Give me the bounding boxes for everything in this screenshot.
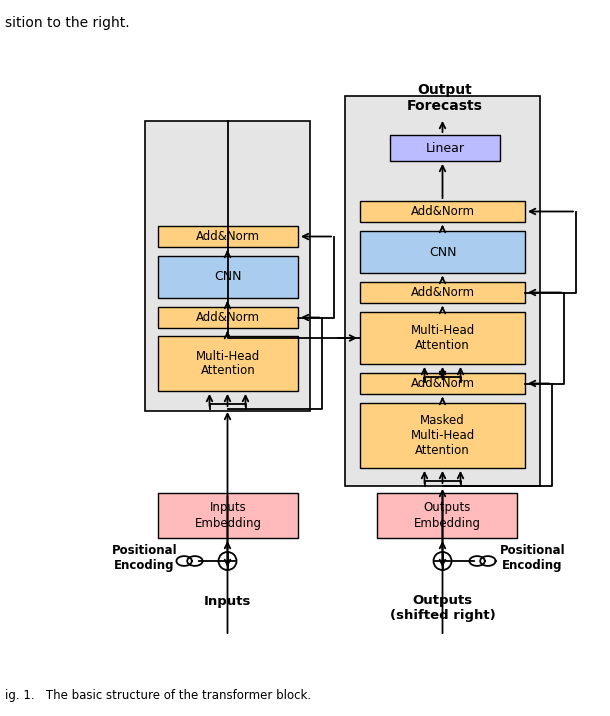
Text: CNN: CNN [214, 271, 242, 284]
Bar [158, 307, 298, 328]
Bar [345, 96, 540, 486]
Text: Add&Norm: Add&Norm [411, 205, 475, 218]
Bar [145, 121, 310, 411]
Bar [158, 493, 298, 538]
Text: Add&Norm: Add&Norm [411, 377, 475, 390]
Bar [158, 256, 298, 298]
Text: Positional
Encoding: Positional Encoding [500, 544, 565, 572]
Bar [360, 373, 525, 394]
Bar [158, 226, 298, 247]
Bar [360, 231, 525, 273]
Text: Output
Forecasts: Output Forecasts [407, 83, 483, 113]
Text: Positional
Encoding: Positional Encoding [112, 544, 178, 572]
Bar [158, 336, 298, 391]
Text: CNN: CNN [429, 246, 456, 258]
Text: Add&Norm: Add&Norm [196, 230, 260, 243]
Text: ig. 1.   The basic structure of the transformer block.: ig. 1. The basic structure of the transf… [5, 689, 311, 702]
Text: Outputs
(shifted right): Outputs (shifted right) [390, 594, 495, 622]
Text: Multi-Head
Attention: Multi-Head Attention [196, 349, 260, 377]
Text: Add&Norm: Add&Norm [411, 286, 475, 299]
Bar [360, 403, 525, 468]
Bar [360, 201, 525, 222]
Bar [377, 493, 517, 538]
Text: Add&Norm: Add&Norm [196, 311, 260, 324]
Text: Multi-Head
Attention: Multi-Head Attention [411, 324, 475, 352]
Text: Outputs
Embedding: Outputs Embedding [414, 501, 481, 530]
Circle shape [218, 552, 237, 570]
Bar [360, 282, 525, 303]
Text: Linear: Linear [426, 142, 464, 155]
Bar [360, 312, 525, 364]
Circle shape [434, 552, 451, 570]
Text: Masked
Multi-Head
Attention: Masked Multi-Head Attention [411, 414, 475, 457]
Bar [390, 135, 500, 161]
Text: sition to the right.: sition to the right. [5, 16, 129, 30]
Text: Inputs: Inputs [204, 594, 251, 607]
Text: Inputs
Embedding: Inputs Embedding [195, 501, 262, 530]
